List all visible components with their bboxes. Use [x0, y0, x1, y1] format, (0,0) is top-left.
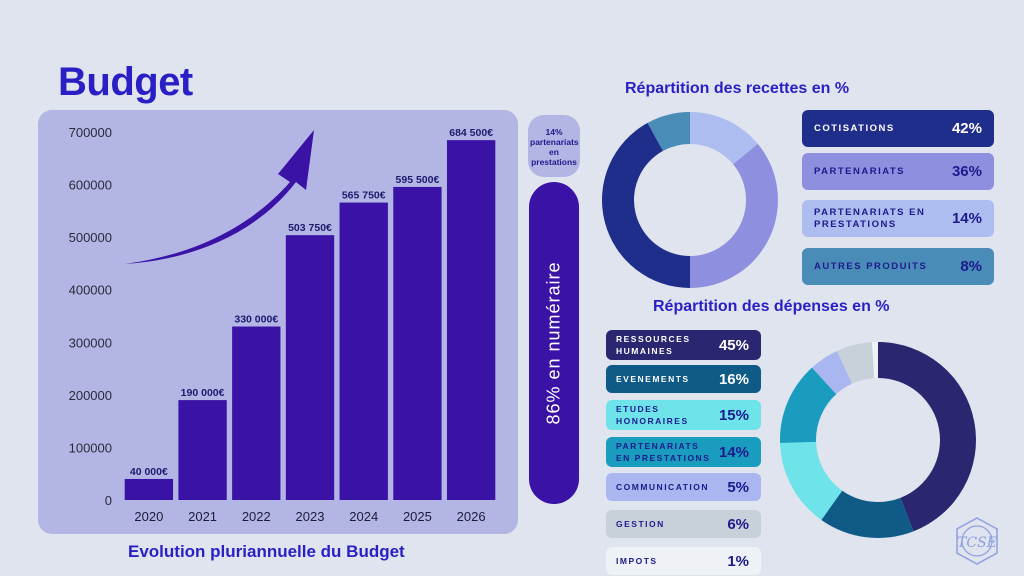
legend-label: PARTENARIATS EN PRESTATIONS [814, 206, 926, 230]
legend-box: ETUDES HONORAIRES 15% [606, 400, 761, 430]
legend-label: COTISATIONS [814, 122, 895, 134]
legend-label: EVENEMENTS [616, 374, 690, 384]
legend-percent: 14% [951, 210, 982, 227]
split-cash-label: 86% en numéraire [543, 261, 564, 425]
donut-slice [647, 112, 690, 151]
logo-icon: TCSE [956, 517, 998, 565]
donut-slice [811, 350, 853, 395]
legend-label: IMPOTS [616, 556, 658, 566]
legend-percent: 15% [718, 406, 749, 424]
donut-slice [690, 112, 758, 165]
split-cash-pill: 86% en numéraire [529, 182, 579, 504]
legend-percent: 45% [718, 336, 749, 354]
legend-box: PARTENARIATS 36% [802, 153, 994, 190]
expense-donut [780, 342, 976, 538]
bar-2024 [339, 202, 388, 500]
legend-label: PARTENARIATS [814, 165, 906, 177]
legend-percent: 16% [718, 370, 749, 388]
bar-2021 [178, 400, 227, 500]
bar-chart: 0 100000 200000 300000 400000 500000 600000 700… [69, 125, 496, 524]
legend-percent: 14% [718, 443, 749, 461]
y-tick-label: 0 [105, 493, 112, 508]
legend-label: PARTENARIATS EN PRESTATIONS [616, 441, 711, 463]
bar-data-label: 190 000€ [181, 387, 225, 399]
legend-label: COMMUNICATION [616, 482, 709, 492]
bar-2026 [446, 140, 496, 501]
x-tick-label: 2026 [457, 509, 486, 524]
y-tick-label: 200000 [69, 388, 112, 403]
y-tick-label: 400000 [69, 283, 112, 298]
x-tick-label: 2024 [349, 509, 378, 524]
legend-percent: 36% [951, 163, 982, 180]
legend-label: AUTRES PRODUITS [814, 260, 928, 272]
chart-caption: Evolution pluriannuelle du Budget [128, 542, 405, 561]
legend-percent: 6% [727, 515, 749, 533]
bar-data-label: 503 750€ [288, 222, 332, 234]
donut-slice [690, 143, 778, 288]
legend-label: RESSOURCES HUMAINES [616, 334, 691, 356]
legend-percent: 5% [727, 478, 749, 496]
legend-box: EVENEMENTS 16% [606, 365, 761, 393]
donut-slice [871, 342, 878, 379]
bar-2023 [285, 235, 335, 500]
revenue-donut [602, 112, 778, 288]
bar-2025 [393, 186, 442, 500]
bar-data-label: 40 000€ [130, 466, 168, 478]
legend-label: ETUDES HONORAIRES [616, 404, 689, 426]
bar-chart-panel: 0 100000 200000 300000 400000 500000 600000 700… [38, 110, 518, 534]
legend-box: GESTION 6% [606, 510, 761, 538]
y-tick-label: 700000 [69, 125, 112, 140]
donut-slice [878, 342, 976, 532]
revenue-title: Répartition des recettes en % [625, 80, 850, 97]
legend-percent: 1% [727, 552, 749, 570]
growth-arrow-icon [124, 130, 314, 264]
donut-slice [780, 441, 843, 520]
y-tick-label: 100000 [69, 440, 112, 455]
x-tick-label: 2022 [242, 509, 271, 524]
y-tick-label: 500000 [69, 230, 112, 245]
split-in-kind-pill: 14% partenariats en prestations [528, 115, 580, 177]
x-tick-label: 2025 [403, 509, 432, 524]
legend-box: COMMUNICATION 5% [606, 473, 761, 501]
legend-percent: 42% [951, 120, 982, 137]
legend-box: AUTRES PRODUITS 8% [802, 248, 994, 285]
bar-data-label: 684 500€ [449, 127, 493, 139]
x-tick-label: 2023 [296, 509, 325, 524]
bar-data-label: 595 500€ [396, 174, 440, 186]
donut-slice [602, 122, 690, 288]
y-tick-label: 600000 [69, 178, 112, 193]
expense-title: Répartition des dépenses en % [653, 298, 890, 315]
legend-percent: 8% [960, 258, 982, 275]
legend-box: RESSOURCES HUMAINES 45% [606, 330, 761, 360]
page-title: Budget [58, 60, 193, 104]
bar-data-label: 565 750€ [342, 190, 386, 202]
bar-2022 [232, 326, 281, 500]
donut-slice [780, 367, 837, 444]
bar-data-label: 330 000€ [234, 314, 278, 326]
legend-box: COTISATIONS 42% [802, 110, 994, 147]
bar-2020 [124, 478, 174, 500]
donut-slice [837, 342, 875, 384]
x-tick-label: 2020 [134, 509, 163, 524]
donut-slice [821, 490, 914, 538]
y-tick-label: 300000 [69, 335, 112, 350]
x-tick-label: 2021 [188, 509, 217, 524]
legend-box: PARTENARIATS EN PRESTATIONS 14% [606, 437, 761, 467]
svg-text:TCSE: TCSE [957, 535, 997, 551]
legend-label: GESTION [616, 519, 665, 529]
legend-box: PARTENARIATS EN PRESTATIONS 14% [802, 200, 994, 237]
legend-box: IMPOTS 1% [606, 547, 761, 575]
